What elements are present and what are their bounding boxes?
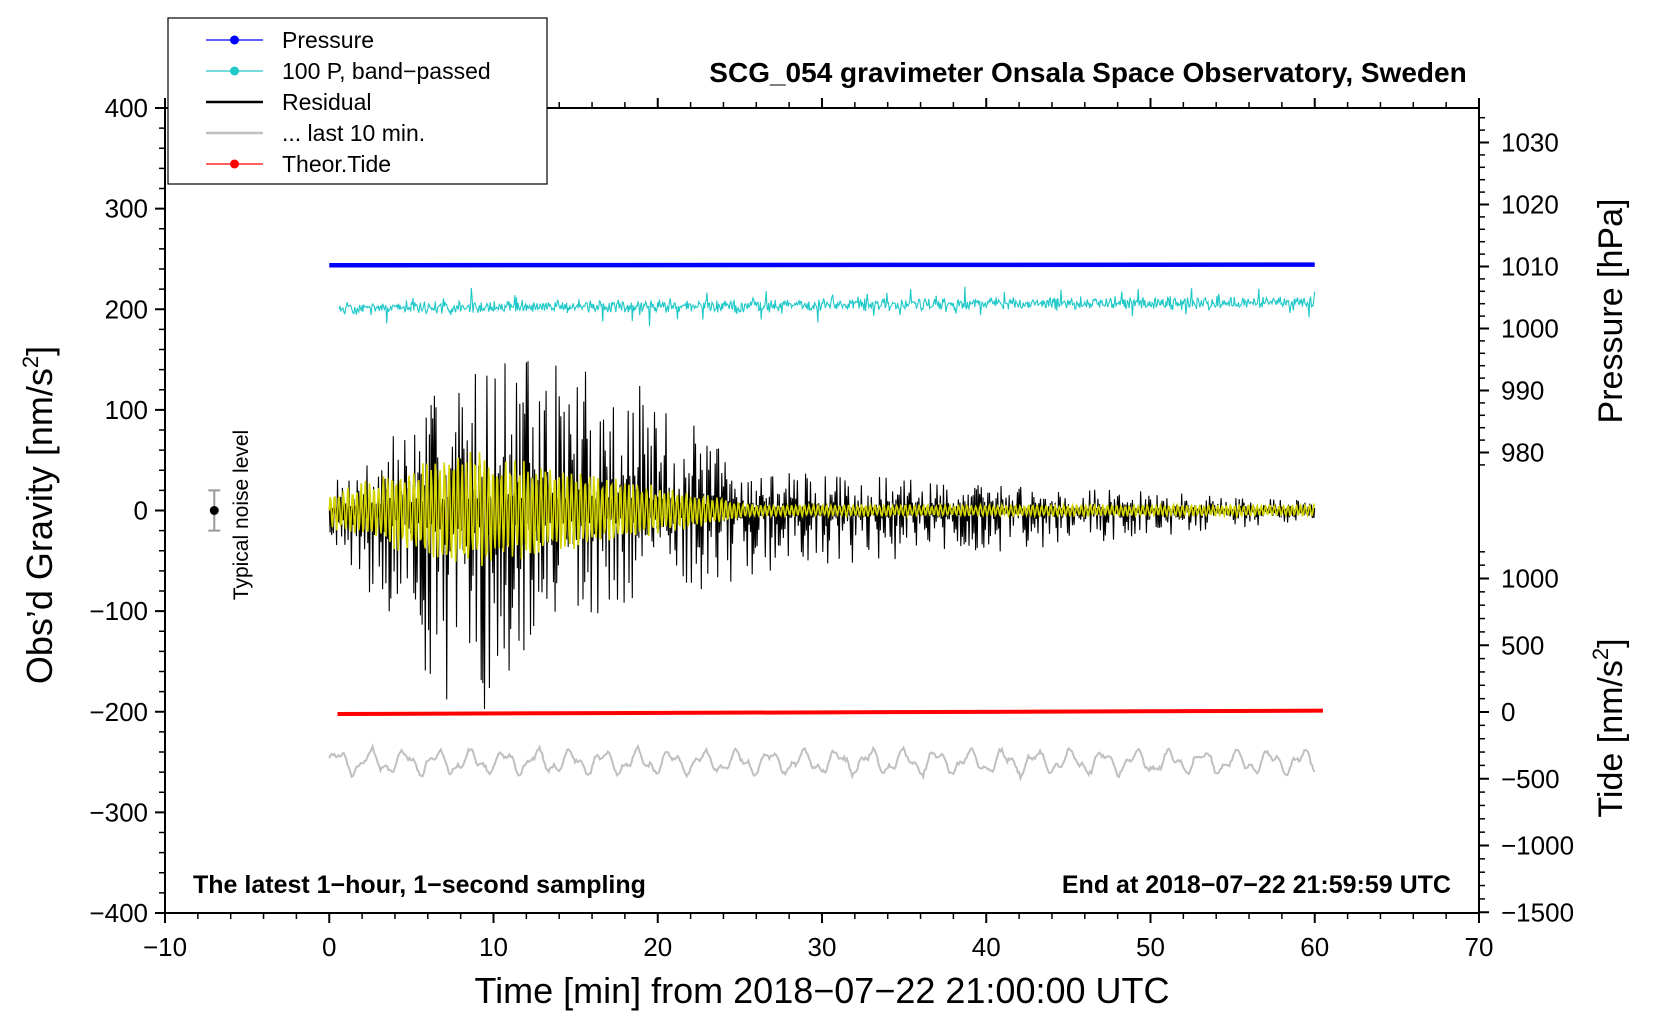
y-tick-label: −300: [89, 797, 148, 827]
tide-axis-label: Tide [nm/s2]: [1588, 638, 1630, 817]
legend-marker: [230, 159, 239, 169]
tide-tick-label: 0: [1501, 697, 1515, 727]
legend-label: ... last 10 min.: [282, 120, 425, 146]
y-tick-label: 200: [105, 294, 148, 324]
legend-label: Pressure: [282, 27, 374, 53]
pressure-tick-label: 1010: [1501, 252, 1559, 282]
pressure-tick-label: 990: [1501, 376, 1544, 406]
last-10-min-series: [328, 742, 1316, 782]
residual-lowpass-series: [328, 452, 1316, 567]
pressure-axis-label: Pressure [hPa]: [1592, 199, 1630, 424]
pressure-tick-label: 980: [1501, 438, 1544, 468]
x-tick-label: 20: [643, 932, 672, 962]
legend: Pressure 100 P, band−passed Residual ... la…: [167, 17, 548, 185]
tide-axis: 1000 500 0 −500 −1000 −1500: [1479, 551, 1574, 927]
band-passed-pressure-series: [338, 286, 1316, 327]
tide-tick-label: 500: [1501, 630, 1544, 660]
noise-dot: [209, 506, 219, 515]
tide-tick-label: 1000: [1501, 564, 1559, 594]
tide-tick-label: −500: [1501, 764, 1560, 794]
legend-label: Residual: [282, 89, 372, 115]
x-tick-label: 30: [808, 932, 837, 962]
y-tick-label: 100: [105, 395, 148, 425]
legend-marker: [230, 66, 239, 76]
x-tick-label: 40: [972, 932, 1001, 962]
y-axis-label: Obs’d Gravity [nm/s2]: [18, 346, 60, 684]
y-tick-label: −200: [89, 697, 148, 727]
x-axis: −10 0 10 20 30 40 50 60 70: [143, 98, 1494, 962]
x-tick-label: 60: [1300, 932, 1329, 962]
x-tick-label: −10: [143, 932, 187, 962]
y-tick-label: −400: [89, 898, 148, 928]
x-tick-label: 10: [479, 932, 508, 962]
pressure-tick-label: 1030: [1501, 128, 1559, 158]
y-tick-label: 400: [105, 93, 148, 123]
x-tick-label: 50: [1136, 932, 1165, 962]
x-axis-label: Time [min] from 2018−07−22 21:00:00 UTC: [474, 970, 1169, 1011]
legend-label: Theor.Tide: [282, 151, 391, 177]
noise-level-indicator: Typical noise level: [208, 430, 253, 600]
legend-label: 100 P, band−passed: [282, 58, 491, 84]
series-layer: [328, 262, 1323, 782]
y-axis: 400 300 200 100 0 −100 −200 −300 −400: [89, 93, 165, 928]
x-tick-label: 70: [1465, 932, 1494, 962]
pressure-tick-label: 1000: [1501, 314, 1559, 344]
x-tick-label: 0: [322, 932, 336, 962]
theoretical-tide-series: [337, 708, 1323, 717]
chart-title: SCG_054 gravimeter Onsala Space Observat…: [709, 57, 1466, 88]
pressure-tick-label: 1020: [1501, 190, 1559, 220]
y-tick-label: −100: [89, 596, 148, 626]
tide-tick-label: −1000: [1501, 831, 1574, 861]
legend-marker: [230, 35, 239, 45]
tide-tick-label: −1500: [1501, 897, 1574, 927]
noise-level-label: Typical noise level: [230, 430, 253, 600]
annotation-sampling: The latest 1−hour, 1−second sampling: [193, 871, 646, 899]
pressure-axis: 1030 1020 1010 1000 990 980: [1479, 116, 1559, 468]
annotation-end-time: End at 2018−07−22 21:59:59 UTC: [1062, 871, 1451, 899]
y-tick-label: 0: [134, 496, 148, 526]
pressure-series: [329, 262, 1315, 268]
y-tick-label: 300: [105, 194, 148, 224]
